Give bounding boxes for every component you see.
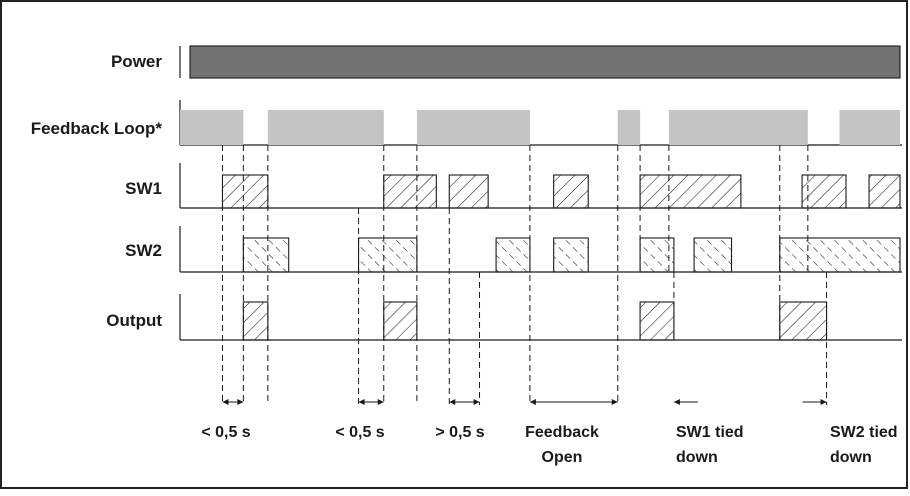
arrow-feedback-open-head-left [529, 399, 536, 405]
signal-row-sw1 [179, 163, 902, 209]
feedback-pulse-5 [839, 110, 900, 145]
annotation-sw1-tied-down-line2: down [676, 449, 718, 466]
sw2-pulse-2 [495, 237, 531, 273]
feedback-pulse-2 [416, 110, 530, 145]
arrow-sw1-tied-down-head [673, 399, 680, 405]
power-pulse-0 [189, 45, 901, 79]
annotation-less-than-0-5s-a: < 0,5 s [201, 424, 250, 441]
sw2-pulse-1 [358, 237, 418, 273]
annotation-sw1-tied-down-line1: SW1 tied [676, 424, 744, 441]
arrow-less-than-0-5s-b-head-right [377, 399, 384, 405]
output-pulse-3 [779, 301, 828, 341]
output-pulse-2 [639, 301, 675, 341]
arrow-less-than-0-5s-a-head-right [237, 399, 244, 405]
sw2-pulse-6 [779, 237, 901, 273]
sw2-pulse-5 [693, 237, 733, 273]
sw2-pulse-3 [553, 237, 589, 273]
signal-row-sw2 [179, 226, 902, 273]
row-label-power: Power [111, 52, 162, 71]
feedback-pulse-1 [267, 110, 384, 145]
annotation-sw2-tied-down-line2: down [830, 449, 872, 466]
output-pulse-0 [242, 301, 269, 341]
sw1-pulse-3 [553, 174, 589, 209]
annotation-sw2-tied-down-line1: SW2 tied [830, 424, 898, 441]
output-pulse-1 [383, 301, 418, 341]
signal-row-power [179, 45, 901, 79]
row-label-sw1: SW1 [125, 179, 162, 198]
annotation-feedback-open-line1: Feedback [525, 424, 599, 441]
annotation-less-than-0-5s-b: < 0,5 s [335, 424, 384, 441]
sw1-pulse-0 [221, 174, 269, 209]
timing-arrows [222, 399, 827, 405]
row-label-sw2: SW2 [125, 241, 162, 260]
row-label-output: Output [106, 311, 162, 330]
feedback-pulse-0 [180, 110, 244, 145]
arrow-less-than-0-5s-b-head-left [358, 399, 365, 405]
annotation-greater-than-0-5s: > 0,5 s [435, 424, 484, 441]
arrow-greater-than-0-5s-head-right [473, 399, 480, 405]
sw1-pulse-1 [383, 174, 437, 209]
sw1-pulse-6 [868, 174, 901, 209]
annotation-feedback-open-line2: Open [542, 449, 583, 466]
sw1-pulse-5 [801, 174, 847, 209]
arrow-less-than-0-5s-a-head-left [222, 399, 229, 405]
signal-row-output [179, 294, 902, 341]
sw1-pulse-2 [448, 174, 489, 209]
sw2-pulse-4 [639, 237, 675, 273]
arrow-sw2-tied-down-head [820, 399, 827, 405]
feedback-pulse-4 [668, 110, 808, 145]
signal-row-feedback-loop [179, 100, 902, 146]
sw1-pulse-4 [639, 174, 742, 209]
arrow-greater-than-0-5s-head-left [449, 399, 456, 405]
arrow-feedback-open-head-right [611, 399, 618, 405]
sw2-pulse-0 [242, 237, 290, 273]
feedback-pulse-3 [617, 110, 641, 145]
row-label-feedback-loop: Feedback Loop* [31, 119, 163, 138]
